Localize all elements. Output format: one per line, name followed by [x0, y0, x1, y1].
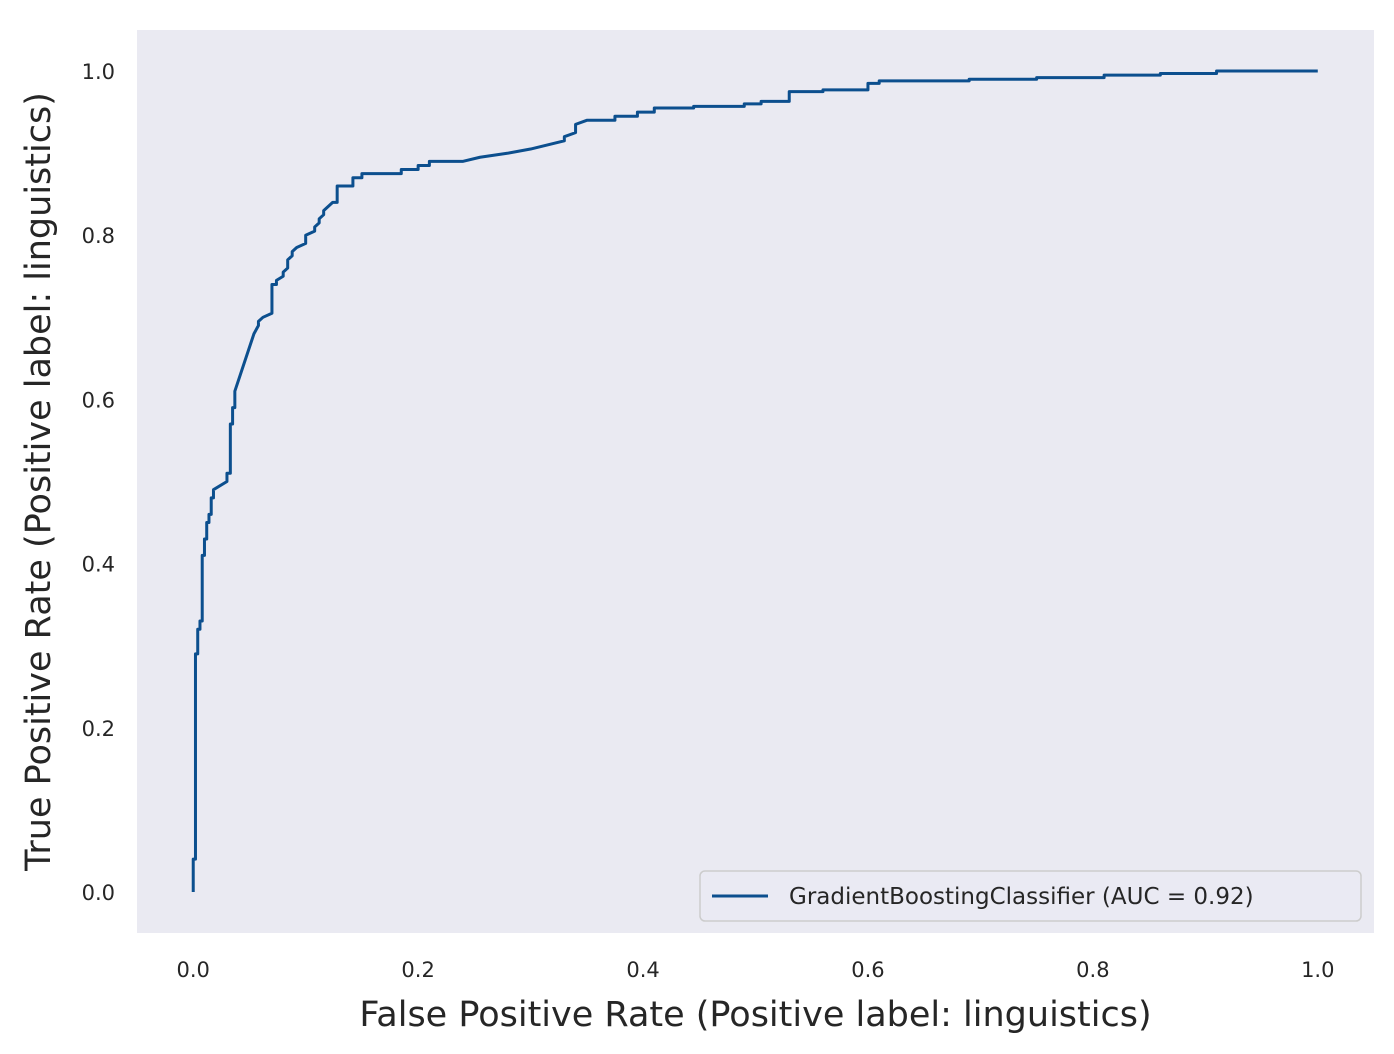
legend-box [699, 870, 1362, 922]
y-tick-label: 0.4 [82, 553, 115, 577]
y-tick-label: 0.2 [82, 717, 115, 741]
y-tick-label: 0.0 [82, 881, 115, 905]
x-axis: 0.0 0.2 0.4 0.6 0.8 1.0 [177, 958, 1335, 982]
y-axis: 0.0 0.2 0.4 0.6 0.8 1.0 [82, 60, 115, 905]
roc-curve-line [191, 69, 1318, 892]
plot-area [137, 30, 1374, 933]
y-tick-label: 1.0 [82, 60, 115, 84]
y-tick-label: 0.8 [82, 224, 115, 248]
x-tick-label: 0.8 [1076, 958, 1109, 982]
x-tick-label: 0.2 [401, 958, 434, 982]
x-tick-label: 0.6 [851, 958, 884, 982]
x-tick-label: 0.4 [626, 958, 659, 982]
legend: GradientBoostingClassifier (AUC = 0.92) [699, 870, 1362, 922]
legend-label: GradientBoostingClassifier (AUC = 0.92) [789, 884, 1254, 910]
x-tick-label: 0.0 [177, 958, 210, 982]
x-tick-label: 1.0 [1301, 958, 1334, 982]
y-tick-label: 0.6 [82, 388, 115, 412]
x-axis-label: False Positive Rate (Positive label: lin… [359, 995, 1151, 1035]
y-axis-label: True Positive Rate (Positive label: ling… [19, 92, 59, 872]
